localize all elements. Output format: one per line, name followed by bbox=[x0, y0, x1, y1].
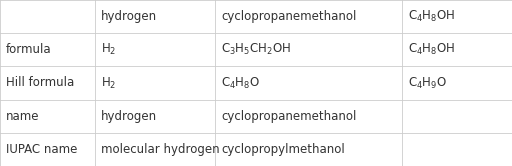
Text: C$_3$H$_5$CH$_2$OH: C$_3$H$_5$CH$_2$OH bbox=[221, 42, 291, 57]
Text: cyclopropanemethanol: cyclopropanemethanol bbox=[221, 10, 356, 23]
Text: C$_4$H$_9$O: C$_4$H$_9$O bbox=[408, 76, 447, 90]
Text: Hill formula: Hill formula bbox=[6, 77, 74, 89]
Text: cyclopropylmethanol: cyclopropylmethanol bbox=[221, 143, 345, 156]
Text: name: name bbox=[6, 110, 39, 123]
Text: C$_4$H$_8$OH: C$_4$H$_8$OH bbox=[408, 9, 455, 24]
Text: molecular hydrogen: molecular hydrogen bbox=[101, 143, 220, 156]
Text: formula: formula bbox=[6, 43, 52, 56]
Text: H$_2$: H$_2$ bbox=[101, 76, 116, 90]
Text: H$_2$: H$_2$ bbox=[101, 42, 116, 57]
Text: hydrogen: hydrogen bbox=[101, 110, 157, 123]
Text: IUPAC name: IUPAC name bbox=[6, 143, 77, 156]
Text: C$_4$H$_8$O: C$_4$H$_8$O bbox=[221, 76, 260, 90]
Text: cyclopropanemethanol: cyclopropanemethanol bbox=[221, 110, 356, 123]
Text: hydrogen: hydrogen bbox=[101, 10, 157, 23]
Text: C$_4$H$_8$OH: C$_4$H$_8$OH bbox=[408, 42, 455, 57]
